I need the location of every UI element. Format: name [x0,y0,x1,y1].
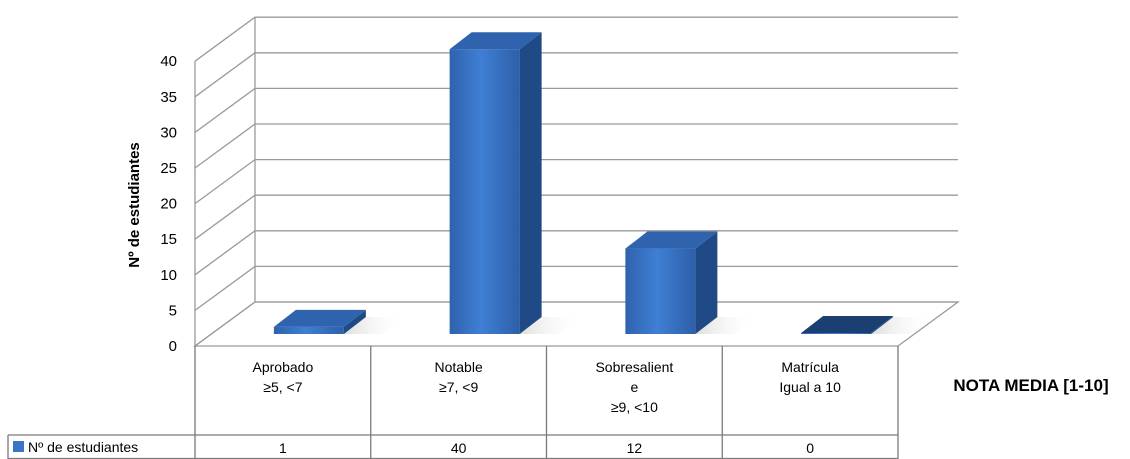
gridline [194,16,958,62]
gridline [194,123,958,169]
x-axis-label: NOTA MEDIA [1-10] [953,376,1108,395]
bar-top [273,309,366,327]
bar-side [695,231,718,334]
bar [449,32,582,334]
gridline [194,194,958,240]
chart-floor [193,301,960,347]
data-label: 12 [627,440,643,456]
y-tick-label: 30 [160,124,177,141]
gridline [194,52,958,98]
bar-shadow [519,317,582,334]
y-tick-label: 0 [169,338,177,355]
x-tick-label: Notable ≥7, <9 [434,359,482,395]
y-tick-label: 20 [160,196,177,213]
y-tick-label: 5 [169,302,177,319]
bar-front [801,333,872,334]
data-label: 40 [451,440,467,456]
bar-side [343,309,366,334]
x-tick-label: Sobresalient e ≥9, <10 [595,359,673,415]
x-tick-label: Matrícula Igual a 10 [779,359,841,395]
bar-shadow [871,317,934,334]
bar-front [625,248,696,334]
bar [625,231,758,334]
bar-shadow [343,317,406,334]
bar-top [449,32,542,50]
gridlines [193,16,960,347]
bar [801,316,934,334]
bar [273,309,406,334]
bar-side [871,316,894,334]
y-tick-label: 15 [160,231,177,248]
y-axis-label: Nº de estudiantes [126,142,143,268]
bar-side [519,32,542,334]
gridline [194,87,958,133]
data-label: 1 [279,440,287,456]
legend-key [13,441,24,452]
y-tick-label: 10 [160,267,177,284]
x-tick-label: Aprobado ≥5, <7 [253,359,314,395]
gridline [194,230,958,276]
data-label: 0 [806,440,814,456]
bar-top [625,231,718,249]
y-tick-label: 35 [160,89,177,106]
legend-label: Nº de estudiantes [28,439,138,455]
bar-shadow [695,317,758,334]
data-table: Aprobado ≥5, <7 Notable ≥7, <9 Sobresalient e… [7,346,899,459]
gridline [194,265,958,311]
bar-front [449,49,520,334]
y-tick-label: 25 [160,160,177,177]
bar-top [801,316,894,333]
bars [273,32,934,334]
y-axis-ticks: 0 5 10 15 20 25 30 35 40 [160,53,177,355]
y-tick-label: 40 [160,53,177,70]
bar-front [273,326,344,334]
gridline [194,158,958,205]
